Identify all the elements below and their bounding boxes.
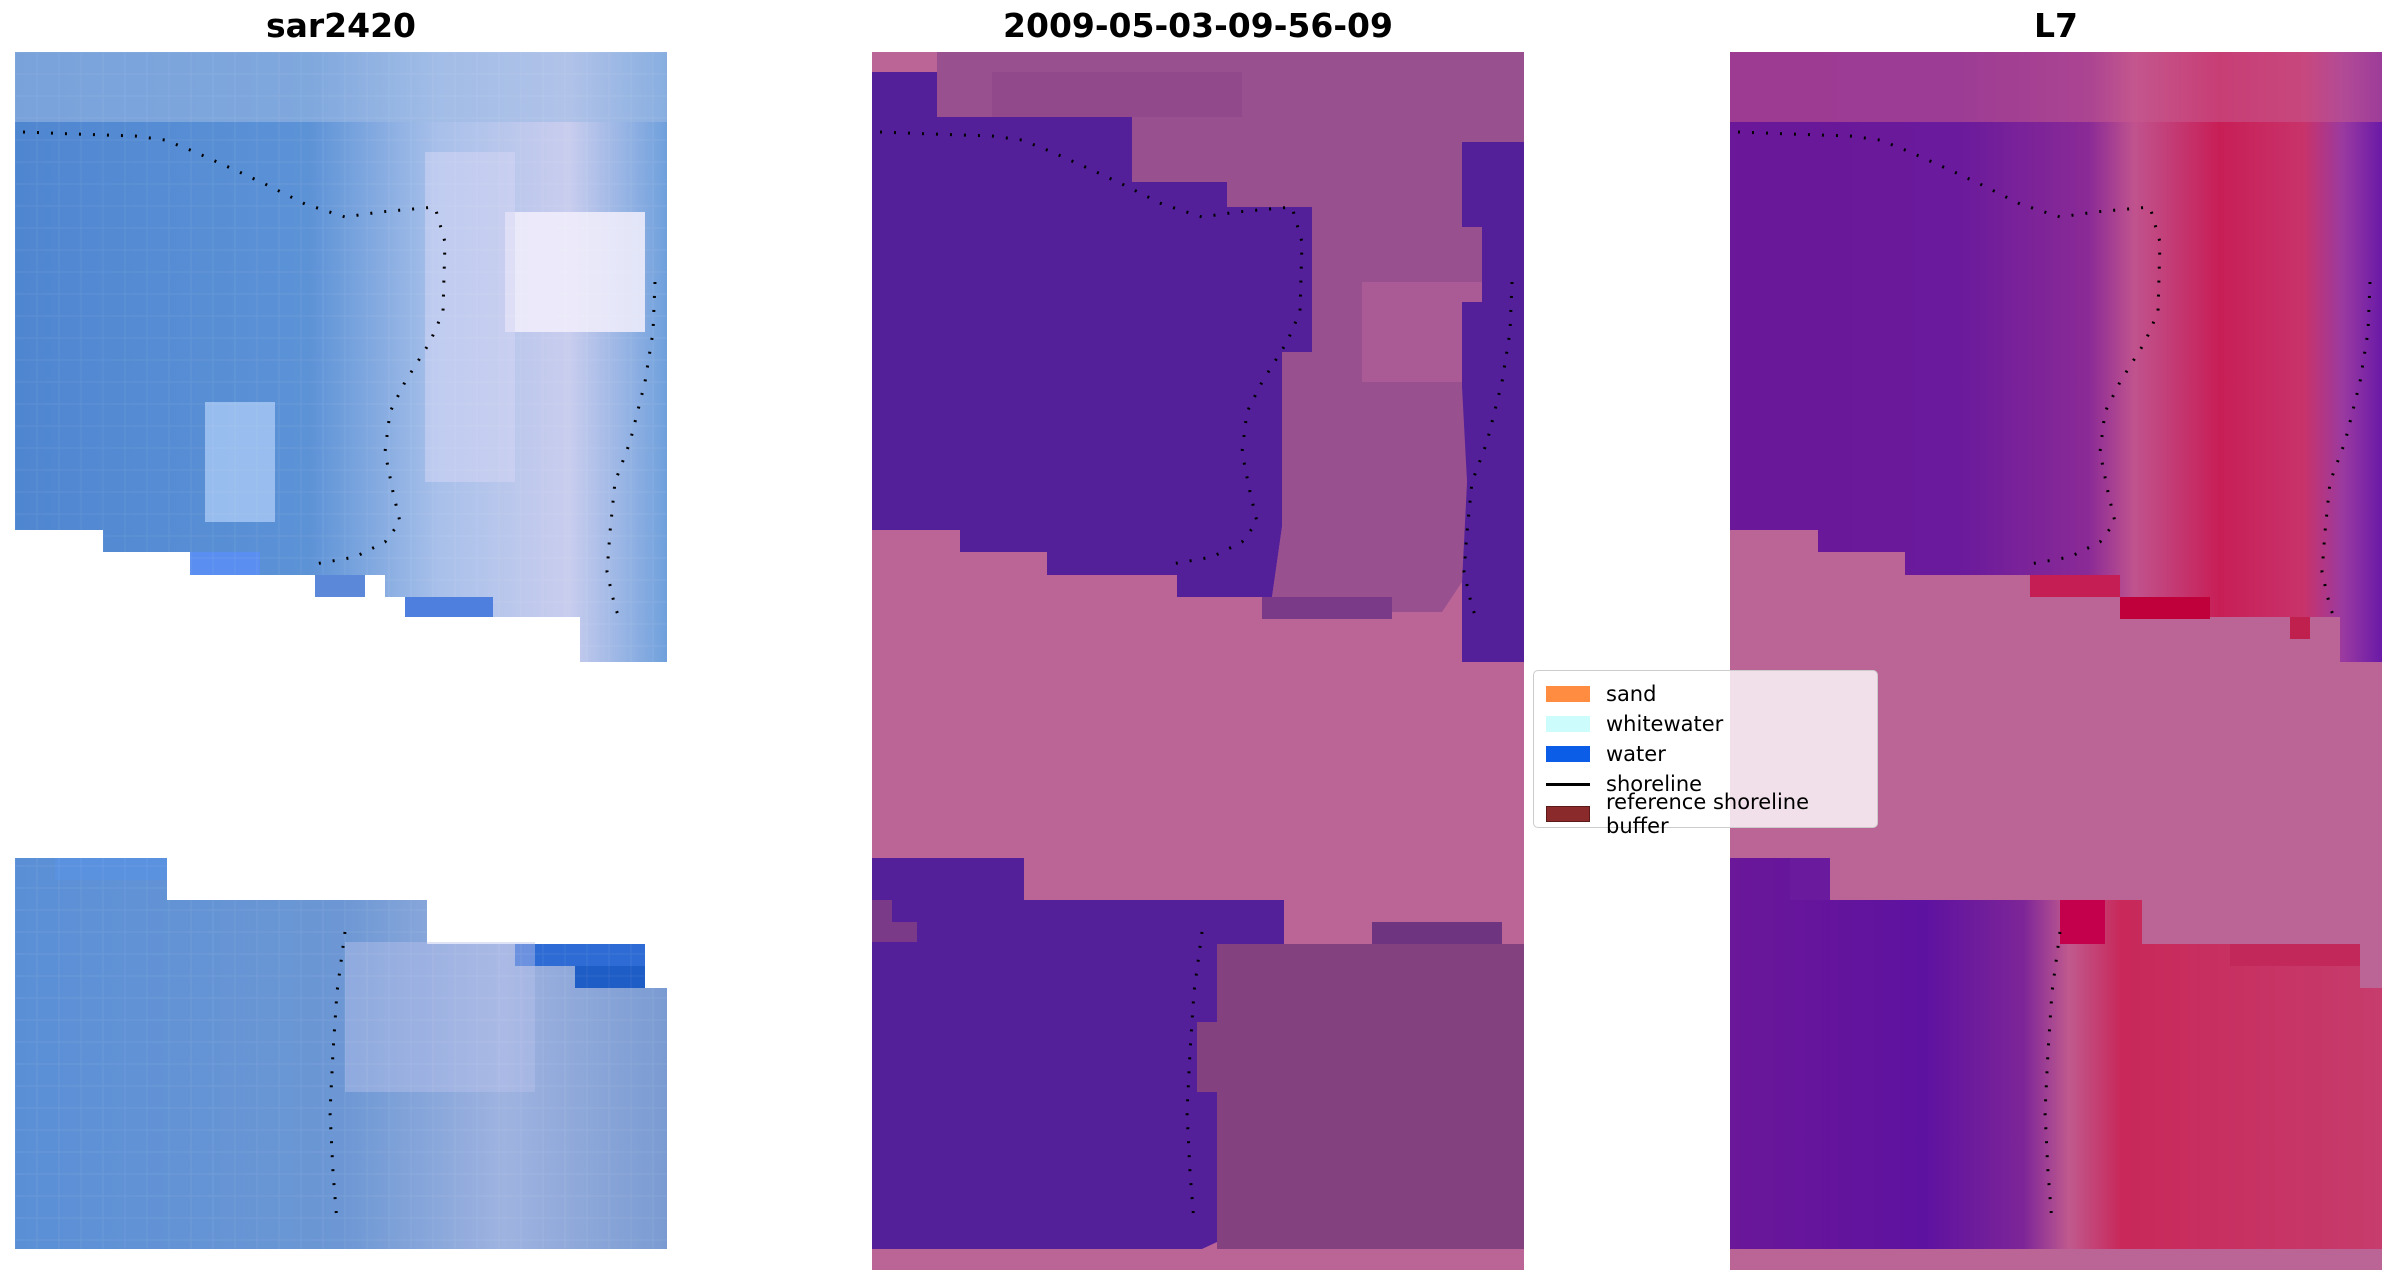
sand-swatch — [1546, 686, 1590, 702]
legend: sand whitewater water shoreline referenc… — [1533, 670, 1878, 838]
classification-image — [872, 52, 1524, 1270]
legend-label-reference-buffer: reference shoreline buffer — [1606, 790, 1810, 838]
rgb-image-panel — [15, 52, 667, 1270]
legend-label-sand: sand — [1606, 682, 1657, 706]
legend-item-whitewater: whitewater — [1546, 709, 1865, 739]
legend-label-whitewater: whitewater — [1606, 712, 1724, 736]
panel-title-rgb: sar2420 — [265, 6, 417, 45]
legend-label-water: water — [1606, 742, 1666, 766]
rgb-image — [15, 52, 667, 1249]
legend-item-sand: sand — [1546, 679, 1865, 709]
index-image — [1730, 52, 2382, 1270]
legend-item-shoreline: shoreline — [1546, 769, 1865, 799]
legend-item-reference-buffer: reference shoreline buffer — [1546, 790, 1865, 838]
whitewater-swatch — [1546, 716, 1590, 732]
water-swatch — [1546, 746, 1590, 762]
legend-label-shoreline: shoreline — [1606, 772, 1703, 796]
legend-item-water: water — [1546, 739, 1865, 769]
panel-title-classification: 2009-05-03-09-56-09 — [1003, 6, 1393, 45]
reference-buffer-swatch — [1546, 806, 1590, 822]
panel-title-index: L7 — [2034, 6, 2078, 45]
index-panel — [1730, 52, 2382, 1270]
classification-panel — [872, 52, 1524, 1270]
shoreline-line-icon — [1546, 782, 1590, 786]
